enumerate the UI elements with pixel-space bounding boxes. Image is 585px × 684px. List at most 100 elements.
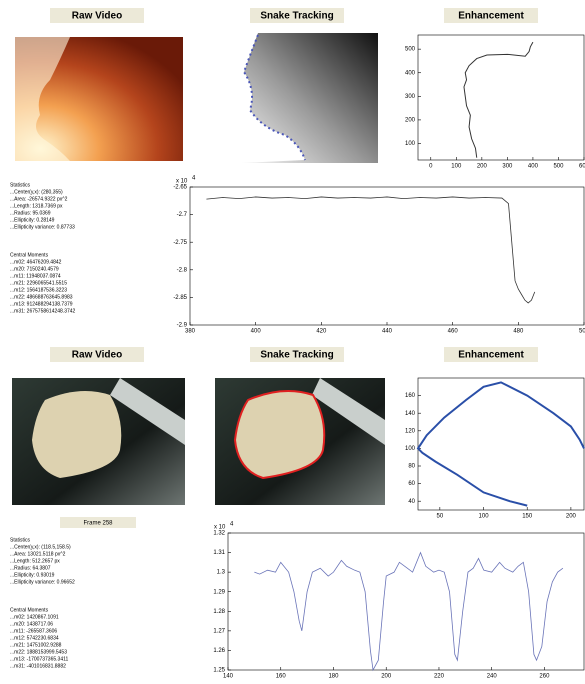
stat-line: ...m22: 1888153999.5453 (10, 649, 67, 655)
stat-line: ...Ellipticity variance: 0.87733 (10, 224, 75, 230)
x-tick-label: 140 (223, 674, 234, 680)
stat-line: ...Ellipticity variance: 0.96652 (10, 579, 75, 585)
y-tick-label: 100 (405, 446, 416, 452)
x-tick-label: 100 (479, 514, 490, 520)
x-tick-label: 460 (448, 329, 459, 335)
header: Raw Video (72, 11, 122, 22)
scale-label: x 10 (214, 525, 226, 531)
stat-line: ...m22: 486688763645.8983 (10, 294, 73, 300)
y-tick-label: 1.27 (213, 628, 225, 634)
scale-label: x 10 (176, 179, 188, 185)
stat-line: ...m13: -1700737365.3411 (10, 656, 69, 662)
y-tick-label: 1.3 (217, 570, 226, 576)
y-tick-label: 160 (405, 393, 416, 399)
header: Snake Tracking (260, 11, 333, 22)
y-tick-label: 1.28 (213, 609, 225, 615)
y-tick-label: 1.29 (213, 589, 225, 595)
page: Raw Video Snake Tracking Enhancement Raw… (0, 0, 585, 684)
stat-line: ...m02: 46476209.4842 (10, 259, 62, 265)
y-tick-label: 100 (405, 141, 416, 147)
frame-label: Frame 258 (83, 521, 113, 527)
x-tick-label: 0 (429, 164, 433, 170)
plot-frame (190, 187, 584, 325)
stat-line: ...Length: 512.2657 px (10, 558, 60, 564)
section-title: Central Moments (10, 607, 49, 613)
y-tick-label: -2.8 (177, 267, 188, 273)
y-tick-label: 200 (405, 117, 416, 123)
stat-line: ...m21: 2296065541.5515 (10, 280, 67, 286)
x-tick-label: 420 (316, 329, 327, 335)
y-tick-label: 120 (405, 428, 416, 434)
stat-line: ...m20: 7150240.4579 (10, 266, 59, 272)
header: Enhancement (458, 350, 524, 361)
x-tick-label: 160 (276, 674, 287, 680)
y-tick-label: 1.31 (213, 550, 225, 556)
x-tick-label: 150 (522, 514, 533, 520)
y-tick-label: 500 (405, 47, 416, 53)
plot-frame (418, 378, 584, 510)
header: Raw Video (72, 350, 122, 361)
header: Enhancement (458, 11, 524, 22)
y-tick-label: 300 (405, 94, 416, 100)
app-window: Raw Video Snake Tracking Enhancement Raw… (0, 0, 585, 684)
y-tick-label: 140 (405, 411, 416, 417)
y-tick-label: 80 (408, 464, 415, 470)
x-tick-label: 400 (528, 164, 539, 170)
stat-line: ...Length: 1318.7369 px (10, 203, 63, 209)
stat-line: ...m12: 1564187536.3223 (10, 287, 67, 293)
y-tick-label: 40 (408, 499, 415, 505)
section-title: Statistics (10, 537, 31, 543)
section-title: Central Moments (10, 252, 49, 258)
snake-contour (235, 391, 324, 478)
y-tick-label: -2.65 (173, 185, 187, 191)
x-tick-label: 500 (553, 164, 564, 170)
stat-line: ...m11: 11948037.0874 (10, 273, 61, 279)
stat-line: ...m12: 5742230.6834 (10, 635, 59, 641)
x-tick-label: 380 (185, 329, 196, 335)
x-tick-label: 50 (436, 514, 443, 520)
stat-line: ...Area: 13021.5118 px^2 (10, 551, 66, 557)
plot-frame (418, 35, 584, 160)
x-tick-label: 400 (251, 329, 262, 335)
stat-line: ...m11: -265587.3606 (10, 628, 57, 634)
x-tick-label: 200 (477, 164, 488, 170)
x-tick-label: 240 (487, 674, 498, 680)
y-tick-label: -2.85 (173, 295, 187, 301)
stat-line: ...m21: 14751002.9288 (10, 642, 62, 648)
y-tick-label: 60 (408, 481, 415, 487)
x-tick-label: 200 (566, 514, 577, 520)
scale-exponent: 4 (192, 176, 196, 182)
x-tick-label: 480 (513, 329, 524, 335)
stat-line: ...Radius: 64.3807 (10, 565, 51, 571)
section-title: Statistics (10, 182, 31, 188)
x-tick-label: 500 (579, 329, 585, 335)
x-tick-label: 100 (451, 164, 462, 170)
x-tick-label: 260 (539, 674, 550, 680)
stat-line: ...Ellipticity: 0.28149 (10, 217, 55, 223)
stat-line: ...Area: -26574.9322 px^2 (10, 196, 68, 202)
y-tick-label: -2.75 (173, 240, 187, 246)
scale-exponent: 4 (230, 522, 234, 528)
y-tick-label: 1.26 (213, 648, 225, 654)
header: Snake Tracking (260, 350, 333, 361)
y-tick-label: -2.7 (177, 212, 188, 218)
stat-line: ...m20: 1438717.06 (10, 621, 53, 627)
x-tick-label: 220 (434, 674, 445, 680)
stat-line: ...Ellipticity: 0.93019 (10, 572, 55, 578)
plot-frame (228, 533, 584, 670)
stat-line: ...m02: 1420867.1091 (10, 614, 59, 620)
x-tick-label: 600 (579, 164, 585, 170)
y-tick-label: -2.9 (177, 323, 188, 329)
x-tick-label: 440 (382, 329, 393, 335)
stat-line: ...m31: 2675758614248.3742 (10, 308, 76, 314)
y-tick-label: 400 (405, 70, 416, 76)
x-tick-label: 200 (381, 674, 392, 680)
x-tick-label: 180 (328, 674, 339, 680)
stat-line: ...Center(y,x): (118.5,158.5) (10, 544, 71, 550)
stat-line: ...m13: 912488294138.7379 (10, 301, 73, 307)
stat-line: ...Center(y,x): (280,355) (10, 189, 63, 195)
x-tick-label: 300 (502, 164, 513, 170)
stat-line: ...Radius: 95.0369 (10, 210, 51, 216)
stat-line: ...m31: -401016831.8882 (10, 663, 66, 669)
y-tick-label: 1.25 (213, 668, 225, 674)
